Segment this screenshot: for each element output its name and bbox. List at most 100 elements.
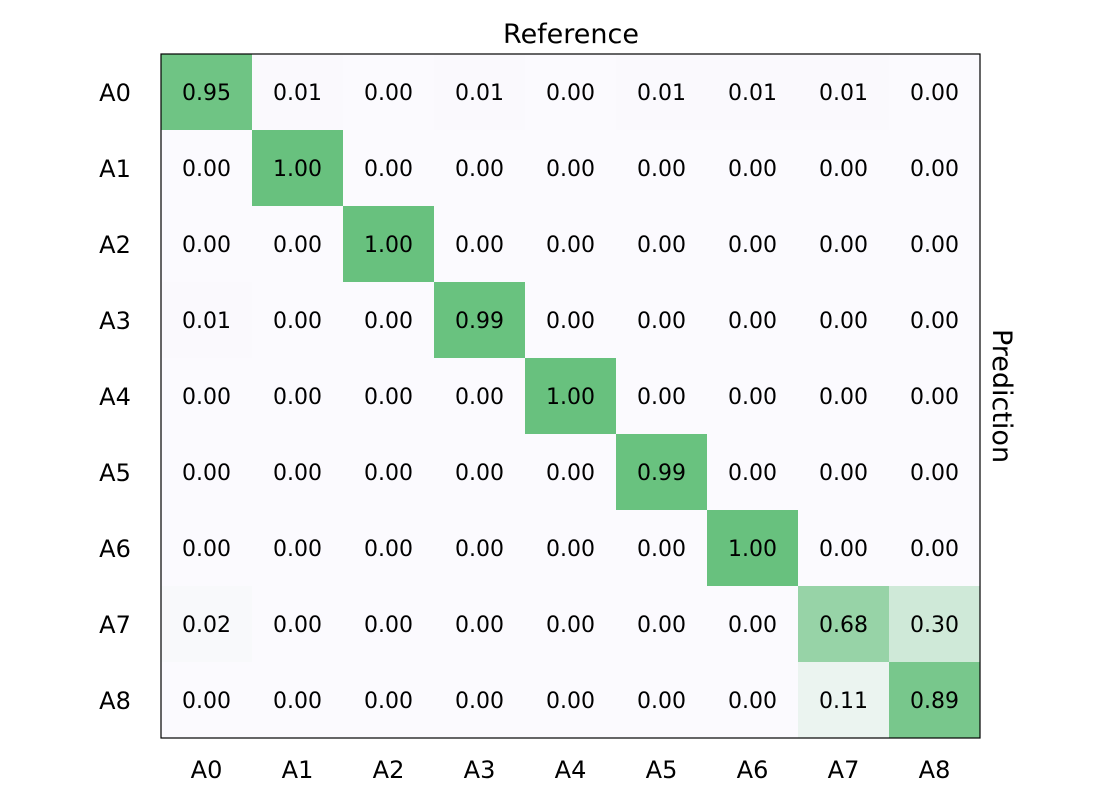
cell-value-label: 0.00 [364, 613, 413, 638]
heatmap-cell [616, 662, 708, 739]
heatmap-cell [525, 434, 617, 511]
cell-value-label: 0.00 [819, 461, 868, 486]
heatmap-cell [707, 434, 799, 511]
row-tick-label: A1 [99, 155, 131, 183]
cell-value-label: 0.00 [637, 689, 686, 714]
column-tick-label: A3 [464, 756, 496, 784]
heatmap-cell [434, 358, 526, 435]
column-labels: A0 A1 A2 A3 A4 A5 A6 A7 A8 [191, 756, 951, 784]
heatmap-cell [798, 434, 890, 511]
heatmap-cell [798, 130, 890, 207]
heatmap-cell [616, 206, 708, 283]
heatmap-cell [889, 54, 981, 131]
cell-value-label: 0.99 [455, 309, 504, 334]
heatmap-cell [252, 662, 344, 739]
heatmap-cell [616, 358, 708, 435]
cell-value-label: 0.00 [546, 309, 595, 334]
heatmap-cell [798, 510, 890, 587]
cell-value-label: 0.00 [182, 461, 231, 486]
heatmap-cell [161, 434, 253, 511]
heatmap-cell [616, 586, 708, 663]
cell-value-label: 0.00 [910, 81, 959, 106]
heatmap-cell [798, 206, 890, 283]
cell-value-label: 1.00 [728, 537, 777, 562]
cell-value-label: 0.00 [637, 613, 686, 638]
cell-value-label: 0.01 [637, 81, 686, 106]
heatmap-cell [434, 282, 526, 359]
heatmap-cell [889, 130, 981, 207]
cell-value-label: 0.89 [910, 689, 959, 714]
heatmap-cell [161, 358, 253, 435]
heatmap-cell [707, 282, 799, 359]
cell-value-label: 0.02 [182, 613, 231, 638]
heatmap-cell [161, 206, 253, 283]
cell-value-label: 1.00 [364, 233, 413, 258]
heatmap-cell [252, 434, 344, 511]
heatmap-cell [707, 662, 799, 739]
cell-value-label: 0.00 [910, 157, 959, 182]
row-tick-label: A7 [99, 611, 131, 639]
cell-value-label: 0.00 [273, 537, 322, 562]
cell-value-label: 0.00 [546, 689, 595, 714]
cell-value-label: 0.00 [364, 157, 413, 182]
cell-value-label: 0.00 [455, 613, 504, 638]
cell-value-label: 0.00 [546, 461, 595, 486]
heatmap-cell [525, 510, 617, 587]
heatmap-cell [525, 586, 617, 663]
cell-value-label: 0.00 [273, 461, 322, 486]
cell-value-label: 0.00 [819, 537, 868, 562]
heatmap-cell [161, 586, 253, 663]
row-tick-label: A8 [99, 687, 131, 715]
heatmap-cell [343, 282, 435, 359]
heatmap-cell [161, 282, 253, 359]
row-tick-label: A2 [99, 231, 131, 259]
matrix-frame [160, 53, 981, 739]
cell-value-label: 0.00 [819, 233, 868, 258]
cell-value-label: 0.00 [182, 233, 231, 258]
cell-value-label: 0.00 [728, 689, 777, 714]
heatmap-cell [525, 54, 617, 131]
heatmap-cell [161, 130, 253, 207]
cell-value-label: 0.00 [182, 689, 231, 714]
heatmap-cell [889, 510, 981, 587]
cell-value-label: 0.00 [364, 689, 413, 714]
heatmap-cell [707, 206, 799, 283]
cell-value-label: 0.00 [637, 537, 686, 562]
heatmap-cell [252, 358, 344, 435]
heatmap-cell [616, 434, 708, 511]
column-tick-label: A2 [373, 756, 405, 784]
heatmap-cell [525, 282, 617, 359]
heatmap-cell [343, 206, 435, 283]
heatmap-cell [798, 662, 890, 739]
column-tick-label: A8 [919, 756, 951, 784]
heatmap-cell [889, 434, 981, 511]
right-axis-label: Prediction [986, 329, 1017, 463]
cell-value-label: 0.00 [364, 537, 413, 562]
row-tick-label: A6 [99, 535, 131, 563]
cell-value-label: 0.00 [546, 233, 595, 258]
cell-value-label: 0.00 [819, 157, 868, 182]
heatmap-cell [434, 662, 526, 739]
heatmap-cell [707, 586, 799, 663]
heatmap-cell [161, 510, 253, 587]
heatmap-cell [798, 54, 890, 131]
cell-value-label: 0.99 [637, 461, 686, 486]
cell-value-label: 0.00 [637, 309, 686, 334]
cell-value-label: 0.00 [273, 689, 322, 714]
heatmap-cell [798, 358, 890, 435]
cell-value-label: 0.00 [455, 385, 504, 410]
chart-title: Reference [503, 19, 639, 50]
column-tick-label: A6 [737, 756, 769, 784]
cell-value-label: 0.00 [455, 461, 504, 486]
cell-value-label: 0.68 [819, 613, 868, 638]
row-tick-label: A5 [99, 459, 131, 487]
cell-value-label: 0.00 [728, 461, 777, 486]
heatmap-cell [161, 662, 253, 739]
column-tick-label: A5 [646, 756, 678, 784]
cell-value-label: 0.00 [273, 385, 322, 410]
heatmap-cell [525, 662, 617, 739]
heatmap-cell [434, 434, 526, 511]
cell-value-label: 0.00 [910, 309, 959, 334]
cell-value-label: 0.00 [273, 613, 322, 638]
